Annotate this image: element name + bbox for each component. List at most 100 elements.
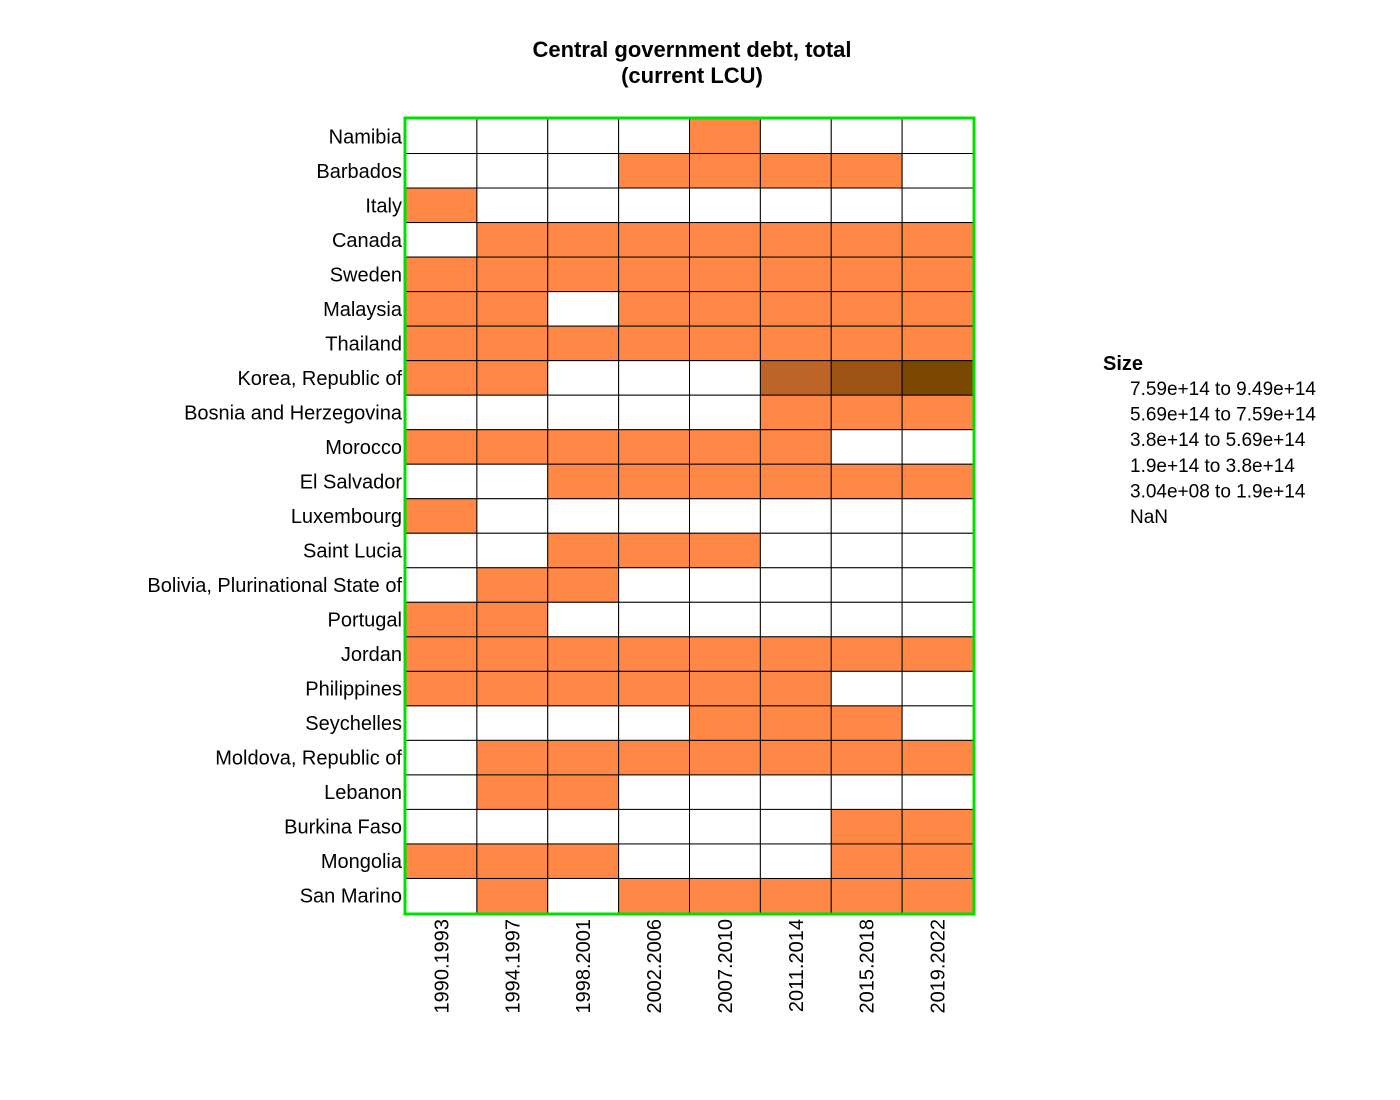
heatmap-cell: [547, 360, 620, 396]
heatmap-cell: [618, 774, 691, 810]
heatmap-cell: [689, 774, 761, 810]
heatmap-cell: [618, 601, 691, 638]
heatmap-cell: [759, 153, 832, 189]
heatmap-cell: [476, 705, 549, 741]
heatmap-cell: [476, 187, 549, 224]
heatmap-cell: [547, 256, 620, 293]
heatmap-cell: [476, 843, 549, 879]
heatmap-cell: [547, 463, 620, 500]
heatmap-cell: [689, 222, 761, 258]
heatmap-cell: [405, 705, 478, 741]
heatmap-cell: [476, 774, 549, 810]
heatmap-cell: [830, 118, 903, 155]
heatmap-cell: [830, 256, 903, 293]
heatmap-cell: [547, 118, 620, 155]
row-label: Bolivia, Plurinational State of: [147, 575, 402, 597]
heatmap-cell: [689, 670, 761, 707]
row-label: Philippines: [305, 679, 402, 701]
heatmap-cells: [405, 118, 974, 914]
heatmap-cell: [759, 567, 832, 603]
heatmap-cell: [405, 567, 478, 603]
heatmap-cell: [618, 705, 691, 741]
heatmap-cell: [547, 670, 620, 707]
heatmap-cell: [547, 187, 620, 224]
legend-title: Size: [1103, 353, 1143, 375]
heatmap-cell: [547, 877, 620, 914]
heatmap-cell: [547, 325, 620, 362]
heatmap-cell: [476, 532, 549, 569]
heatmap-cell: [476, 394, 549, 431]
row-label: Sweden: [330, 264, 402, 286]
heatmap-cell: [405, 394, 478, 431]
row-label: Jordan: [341, 644, 402, 666]
heatmap-cell: [405, 325, 478, 362]
heatmap-cell: [476, 429, 549, 465]
legend-entry: 7.59e+14 to 9.49e+14: [1130, 379, 1316, 400]
heatmap-cell: [830, 739, 903, 776]
heatmap-cell: [405, 222, 478, 258]
heatmap-cell: [405, 118, 478, 155]
heatmap-cell: [830, 843, 903, 879]
column-label: 1990.1993: [431, 919, 453, 1014]
chart-title-line-2: (current LCU): [621, 63, 763, 88]
heatmap-cell: [689, 153, 761, 189]
heatmap-cell: [618, 291, 691, 327]
heatmap-cell: [759, 498, 832, 534]
row-label: Canada: [332, 230, 403, 252]
heatmap-cell: [689, 877, 761, 914]
heatmap-cell: [759, 118, 832, 155]
row-label: Saint Lucia: [303, 541, 403, 563]
heatmap-cell: [901, 670, 974, 707]
row-label: Lebanon: [324, 782, 402, 804]
legend-entry: 3.04e+08 to 1.9e+14: [1130, 481, 1306, 502]
heatmap-cell: [476, 291, 549, 327]
heatmap-cell: [759, 877, 832, 914]
heatmap-cell: [547, 394, 620, 431]
heatmap-cell: [901, 325, 974, 362]
heatmap-cell: [830, 429, 903, 465]
row-label: Namibia: [329, 126, 403, 148]
heatmap-cell: [759, 705, 832, 741]
heatmap-cell: [901, 153, 974, 189]
heatmap-cell: [547, 705, 620, 741]
heatmap-cell: [405, 877, 478, 914]
heatmap-cell: [618, 360, 691, 396]
heatmap-cell: [618, 256, 691, 293]
heatmap-cell: [689, 843, 761, 879]
column-label: 1994.1997: [502, 919, 524, 1014]
heatmap-cell: [830, 187, 903, 224]
heatmap-cell: [759, 774, 832, 810]
row-label: Luxembourg: [291, 506, 402, 528]
heatmap-cell: [547, 498, 620, 534]
heatmap-cell: [405, 739, 478, 776]
legend: Size 7.59e+14 to 9.49e+14 5.69e+14 to 7.5…: [1103, 353, 1316, 528]
heatmap-cell: [901, 636, 974, 672]
heatmap-cell: [405, 360, 478, 396]
heatmap-cell: [901, 739, 974, 776]
heatmap-cell: [689, 739, 761, 776]
heatmap-cell: [618, 877, 691, 914]
heatmap-cell: [830, 153, 903, 189]
row-label: Burkina Faso: [284, 817, 402, 839]
heatmap-cell: [476, 567, 549, 603]
heatmap-cell: [405, 808, 478, 845]
heatmap-cell: [547, 567, 620, 603]
row-label: Portugal: [328, 610, 403, 632]
heatmap-cell: [830, 774, 903, 810]
heatmap-cell: [689, 601, 761, 638]
heatmap-cell: [476, 636, 549, 672]
column-label: 1998.2001: [573, 919, 595, 1014]
heatmap-cell: [476, 463, 549, 500]
heatmap-cell: [405, 498, 478, 534]
legend-entry: 5.69e+14 to 7.59e+14: [1130, 405, 1316, 426]
heatmap-cell: [689, 291, 761, 327]
heatmap-cell: [901, 463, 974, 500]
heatmap-cell: [618, 670, 691, 707]
heatmap-cell: [476, 325, 549, 362]
heatmap-cell: [689, 532, 761, 569]
heatmap-cell: [830, 705, 903, 741]
heatmap-cell: [618, 498, 691, 534]
heatmap-cell: [476, 670, 549, 707]
heatmap-cell: [476, 153, 549, 189]
